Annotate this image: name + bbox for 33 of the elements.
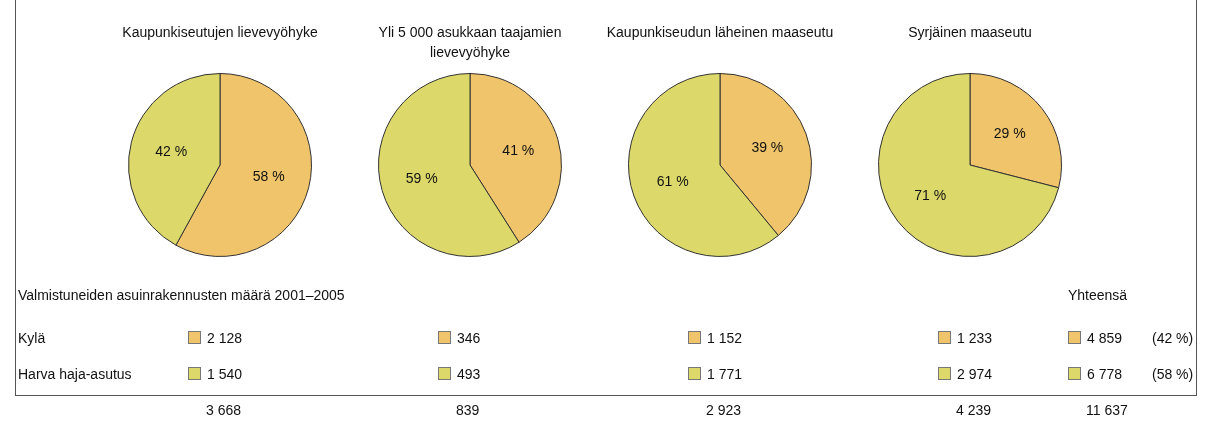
- data-label: 61 %: [656, 172, 689, 189]
- chart-title: Yli 5 000 asukkaan taajamien lievevyöhyke: [377, 23, 563, 62]
- chart-title: Kaupunkiseutujen lievevyöhyke: [121, 23, 319, 42]
- data-label: 59 %: [405, 169, 438, 186]
- data-label: 42 %: [155, 143, 188, 160]
- data-label: 29 %: [993, 125, 1026, 142]
- data-label: 41 %: [502, 141, 535, 158]
- data-label: 346: [457, 330, 481, 346]
- category-label: Kylä: [18, 330, 46, 346]
- text: (58 %): [1152, 366, 1194, 382]
- chart-title: Syrjäinen maaseutu: [907, 23, 1033, 42]
- data-label: 71 %: [914, 186, 947, 203]
- data-label: 58 %: [252, 168, 285, 185]
- text: 2 923: [706, 402, 742, 418]
- data-label: 1 540: [207, 366, 243, 382]
- data-label: 39 %: [751, 138, 784, 155]
- text: Valmistuneiden asuinrakennusten määrä 2001–2005: [18, 287, 345, 303]
- data-label: 4 859: [1087, 330, 1123, 346]
- category-label: Harva haja-asutus: [18, 366, 132, 382]
- text: 839: [456, 402, 480, 418]
- text: 4 239: [956, 402, 992, 418]
- text: 3 668: [206, 402, 242, 418]
- data-label: 493: [457, 366, 481, 382]
- data-label: 1 233: [957, 330, 993, 346]
- chart-title: Kaupunkiseudun läheinen maaseutu: [605, 23, 835, 42]
- text: 11 637: [1086, 402, 1128, 418]
- text: (42 %): [1152, 330, 1194, 346]
- data-label: 1 152: [707, 330, 743, 346]
- data-label: 2 128: [207, 330, 243, 346]
- data-label: 2 974: [957, 366, 993, 382]
- data-label: 6 778: [1087, 366, 1123, 382]
- text: Yhteensä: [1068, 287, 1128, 303]
- data-label: 1 771: [707, 366, 743, 382]
